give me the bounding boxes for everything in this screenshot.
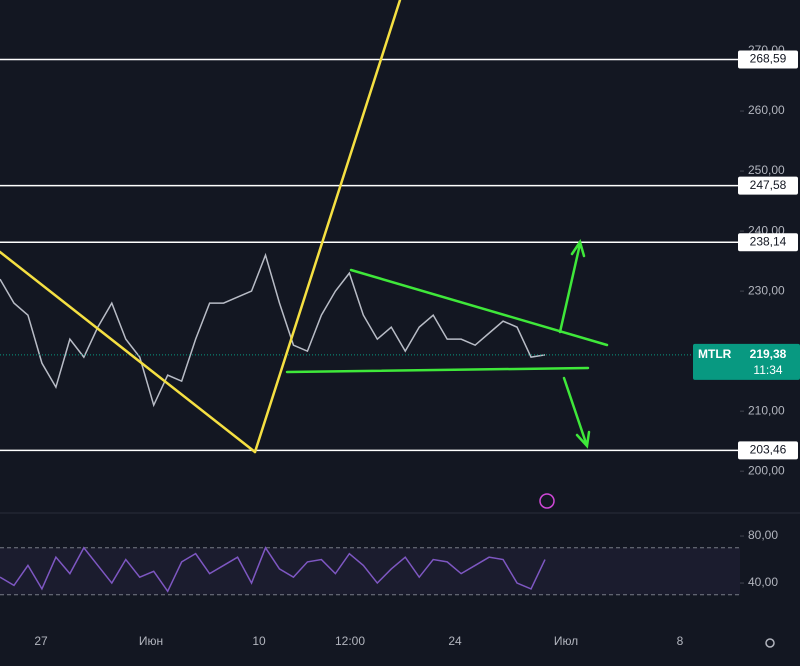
settings-icon[interactable] xyxy=(765,638,775,648)
event-icon xyxy=(539,493,555,509)
level-badge xyxy=(738,233,798,252)
y-tick-label: 40,00 xyxy=(748,575,778,589)
y-tick-label: 210,00 xyxy=(748,403,785,417)
rsi-band xyxy=(0,547,740,595)
triangle-top xyxy=(349,268,609,347)
y-tick-label: 260,00 xyxy=(748,103,785,117)
level-badge xyxy=(738,50,798,69)
trend-line xyxy=(0,250,257,454)
series-line xyxy=(0,546,546,593)
price-badge xyxy=(693,343,800,380)
drawings xyxy=(0,0,775,648)
x-tick-label: Июн xyxy=(139,634,163,648)
marks xyxy=(0,50,744,596)
last-price: 219,38 xyxy=(750,347,787,361)
level-badge xyxy=(738,441,798,460)
level-label: 247,58 xyxy=(750,178,787,192)
y-tick-label: 250,00 xyxy=(748,163,785,177)
level-badge xyxy=(738,176,798,195)
y-tick-label: 200,00 xyxy=(748,463,785,477)
symbol: MTLR xyxy=(698,347,732,361)
level-label: 203,46 xyxy=(750,443,787,457)
level-label: 268,59 xyxy=(750,52,787,66)
arrow-down xyxy=(562,376,591,449)
arrow-up xyxy=(558,239,586,334)
x-tick-label: 10 xyxy=(252,634,266,648)
x-tick-label: 12:00 xyxy=(335,634,365,648)
x-tick-label: 8 xyxy=(677,634,684,648)
y-tick-label: 230,00 xyxy=(748,283,785,297)
labels: 200,00210,00230,00240,00250,00260,00270,… xyxy=(34,43,800,648)
x-tick-label: 27 xyxy=(34,634,48,648)
x-tick-label: Июл xyxy=(554,634,578,648)
series-line xyxy=(0,252,546,408)
countdown: 11:34 xyxy=(753,363,782,377)
y-tick-label: 80,00 xyxy=(748,528,778,542)
triangle-bottom xyxy=(285,366,590,374)
level-label: 238,14 xyxy=(750,234,787,248)
trend-line xyxy=(253,0,402,454)
x-tick-label: 24 xyxy=(448,634,462,648)
